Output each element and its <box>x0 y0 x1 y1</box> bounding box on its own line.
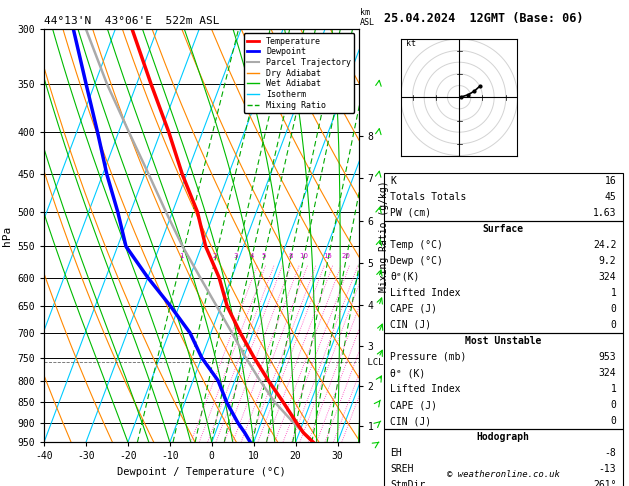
Text: LCL: LCL <box>362 358 383 367</box>
Text: 0: 0 <box>611 400 616 410</box>
Text: 5: 5 <box>262 253 266 259</box>
X-axis label: Dewpoint / Temperature (°C): Dewpoint / Temperature (°C) <box>117 467 286 477</box>
Text: SREH: SREH <box>390 464 413 474</box>
Text: Lifted Index: Lifted Index <box>390 384 460 394</box>
Text: Most Unstable: Most Unstable <box>465 336 542 346</box>
Text: 2: 2 <box>213 253 218 259</box>
Text: θᵉ (K): θᵉ (K) <box>390 368 425 378</box>
Text: 45: 45 <box>604 191 616 202</box>
Legend: Temperature, Dewpoint, Parcel Trajectory, Dry Adiabat, Wet Adiabat, Isotherm, Mi: Temperature, Dewpoint, Parcel Trajectory… <box>243 34 354 113</box>
Text: CAPE (J): CAPE (J) <box>390 304 437 314</box>
Text: Hodograph: Hodograph <box>477 432 530 442</box>
Text: K: K <box>390 175 396 186</box>
Text: 0: 0 <box>611 416 616 426</box>
Y-axis label: hPa: hPa <box>2 226 12 246</box>
Text: 9.2: 9.2 <box>599 256 616 266</box>
Text: Pressure (mb): Pressure (mb) <box>390 352 466 362</box>
Text: 15: 15 <box>324 253 333 259</box>
Text: 44°13'N  43°06'E  522m ASL: 44°13'N 43°06'E 522m ASL <box>44 16 220 26</box>
Text: 1: 1 <box>611 384 616 394</box>
Text: 20: 20 <box>342 253 350 259</box>
Text: 324: 324 <box>599 272 616 282</box>
Text: Temp (°C): Temp (°C) <box>390 240 443 250</box>
Text: CIN (J): CIN (J) <box>390 416 431 426</box>
Text: © weatheronline.co.uk: © weatheronline.co.uk <box>447 469 560 479</box>
Text: EH: EH <box>390 448 402 458</box>
Text: 1: 1 <box>179 253 184 259</box>
Text: -8: -8 <box>604 448 616 458</box>
Text: km
ASL: km ASL <box>360 8 375 27</box>
Y-axis label: Mixing Ratio (g/kg): Mixing Ratio (g/kg) <box>379 180 389 292</box>
Text: Dewp (°C): Dewp (°C) <box>390 256 443 266</box>
Text: Lifted Index: Lifted Index <box>390 288 460 298</box>
Text: 24.2: 24.2 <box>593 240 616 250</box>
Text: 261°: 261° <box>593 480 616 486</box>
Text: 4: 4 <box>249 253 253 259</box>
Text: 1.63: 1.63 <box>593 208 616 218</box>
Text: 10: 10 <box>299 253 308 259</box>
Text: θᵉ(K): θᵉ(K) <box>390 272 420 282</box>
Text: 0: 0 <box>611 304 616 314</box>
Text: 0: 0 <box>611 320 616 330</box>
Text: Totals Totals: Totals Totals <box>390 191 466 202</box>
Text: 953: 953 <box>599 352 616 362</box>
Text: CAPE (J): CAPE (J) <box>390 400 437 410</box>
Text: 16: 16 <box>604 175 616 186</box>
Text: Surface: Surface <box>482 224 524 234</box>
Text: -13: -13 <box>599 464 616 474</box>
Text: PW (cm): PW (cm) <box>390 208 431 218</box>
Text: CIN (J): CIN (J) <box>390 320 431 330</box>
Text: kt: kt <box>406 39 416 48</box>
Text: 324: 324 <box>599 368 616 378</box>
Text: 3: 3 <box>234 253 238 259</box>
Text: 25.04.2024  12GMT (Base: 06): 25.04.2024 12GMT (Base: 06) <box>384 12 583 25</box>
Text: StmDir: StmDir <box>390 480 425 486</box>
Text: 8: 8 <box>288 253 292 259</box>
Text: 1: 1 <box>611 288 616 298</box>
